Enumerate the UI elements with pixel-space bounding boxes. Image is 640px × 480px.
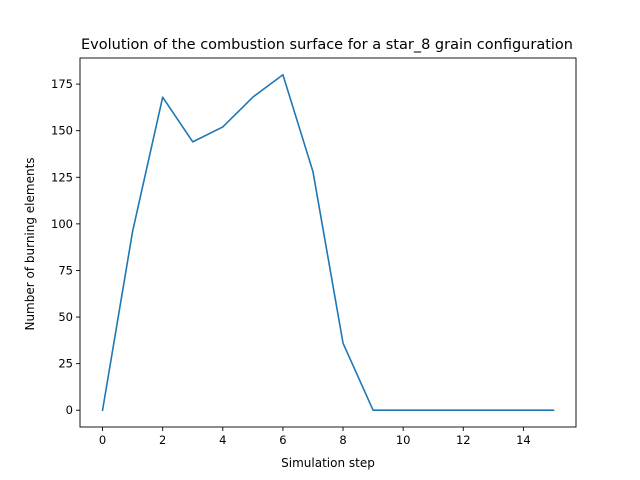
y-tick-label: 125 <box>51 170 73 184</box>
y-tick-label: 175 <box>51 77 73 91</box>
x-tick-label: 10 <box>396 433 411 447</box>
x-tick-label: 0 <box>99 433 106 447</box>
series-line-0 <box>101 73 555 412</box>
y-tick-label: 25 <box>58 357 73 371</box>
chart-title: Evolution of the combustion surface for … <box>81 37 573 53</box>
x-tick-label: 4 <box>219 433 226 447</box>
y-tick-label: 0 <box>66 403 73 417</box>
x-tick-label: 12 <box>456 433 471 447</box>
x-tick-label: 14 <box>516 433 531 447</box>
y-axis-label: Number of burning elements <box>23 157 37 330</box>
y-tick-label: 150 <box>51 124 73 138</box>
plot-frame <box>79 57 577 428</box>
y-tick-label: 75 <box>58 263 73 277</box>
x-axis-label: Simulation step <box>281 456 375 470</box>
x-tick-label: 8 <box>339 433 346 447</box>
y-axis: 0 25 50 75 100 125 150 175 <box>51 77 80 417</box>
plot-area <box>79 57 577 428</box>
y-tick-label: 100 <box>51 217 73 231</box>
x-tick-label: 6 <box>279 433 286 447</box>
y-tick-label: 50 <box>58 310 73 324</box>
x-tick-label: 2 <box>159 433 166 447</box>
x-axis: 0 2 4 6 8 10 12 14 <box>99 427 531 447</box>
